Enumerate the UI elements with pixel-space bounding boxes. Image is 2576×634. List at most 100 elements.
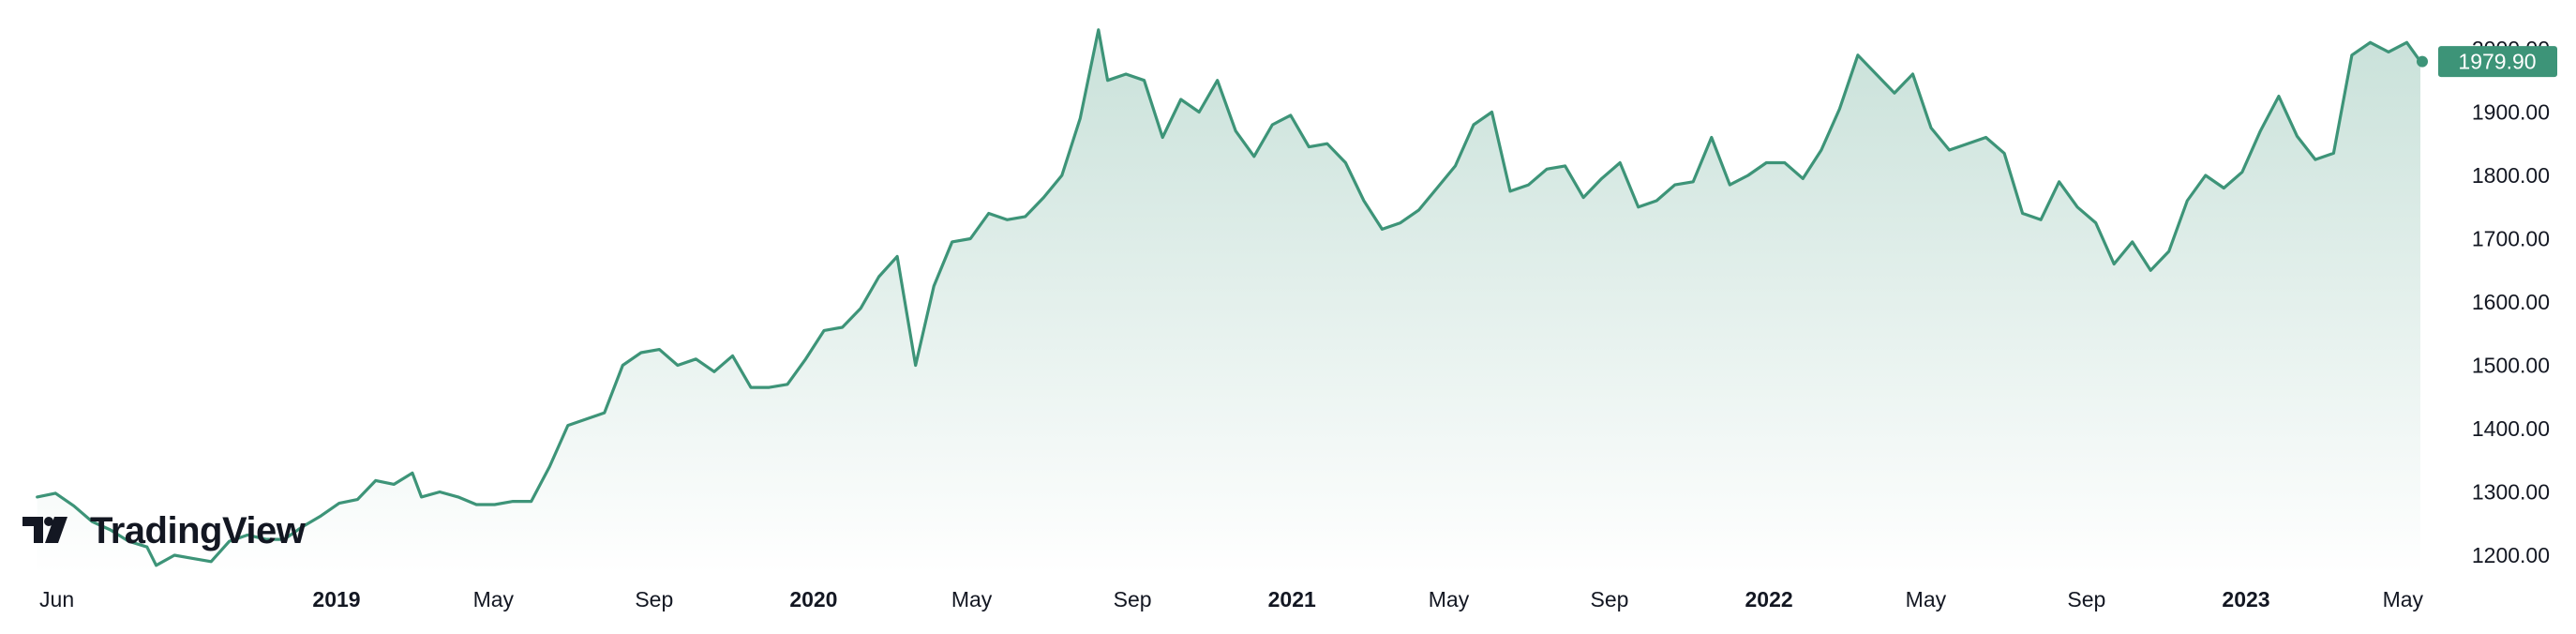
- data-point: [1545, 167, 1549, 171]
- data-point: [749, 385, 753, 389]
- data-point: [1764, 161, 1768, 165]
- plot-area[interactable]: [36, 28, 2428, 575]
- data-point: [1893, 91, 1896, 95]
- data-point: [1837, 107, 1841, 111]
- data-point: [1041, 196, 1045, 200]
- data-point: [53, 491, 57, 495]
- x-tick-label: May: [951, 587, 993, 611]
- y-tick-label: 1900.00: [2472, 100, 2550, 125]
- x-tick-label-year: 2020: [789, 587, 837, 611]
- data-point: [1600, 176, 1604, 180]
- data-point: [895, 254, 899, 258]
- data-point: [1527, 183, 1531, 187]
- y-tick-label: 1800.00: [2472, 163, 2550, 188]
- data-point: [411, 471, 414, 475]
- data-point: [1325, 142, 1329, 145]
- last-price-label: 1979.90: [2438, 46, 2557, 78]
- data-point: [1024, 215, 1027, 219]
- last-price-dot: [2417, 55, 2428, 68]
- x-tick-label-year: 2023: [2222, 587, 2269, 611]
- data-point: [841, 325, 845, 329]
- data-point: [374, 478, 378, 482]
- data-point: [319, 514, 322, 518]
- data-point: [676, 364, 680, 368]
- data-point: [155, 564, 158, 567]
- data-point: [1856, 53, 1860, 57]
- data-point: [457, 495, 460, 499]
- data-point: [1270, 123, 1274, 127]
- x-tick-label: May: [1906, 587, 1947, 611]
- data-point: [2277, 95, 2281, 98]
- x-tick-label: Sep: [1591, 587, 1629, 611]
- data-point: [355, 498, 359, 502]
- x-tick-label: Sep: [2067, 587, 2105, 611]
- y-tick-label: 1700.00: [2472, 227, 2550, 251]
- data-point: [1618, 161, 1622, 165]
- data-point: [1472, 123, 1475, 127]
- data-point: [1143, 79, 1146, 83]
- x-axis[interactable]: Jun 2019 May Sep 2020 May Sep 2021 May Sep 2022 May…: [39, 587, 2423, 611]
- data-point: [968, 237, 972, 241]
- data-point: [2387, 50, 2390, 53]
- data-point: [1637, 205, 1640, 209]
- data-point: [2039, 218, 2043, 221]
- x-tick-label-year: 2022: [1745, 587, 1793, 611]
- data-point: [1380, 227, 1384, 231]
- data-point: [1508, 189, 1512, 193]
- data-point: [1307, 145, 1310, 149]
- data-point: [731, 354, 735, 357]
- data-point: [566, 424, 570, 428]
- y-tick-label: 1600.00: [2472, 290, 2550, 314]
- data-point: [859, 307, 862, 310]
- data-point: [1005, 218, 1009, 221]
- data-point: [1179, 98, 1183, 101]
- data-point: [987, 212, 991, 216]
- data-point: [2331, 151, 2335, 155]
- data-point: [657, 348, 661, 352]
- data-point: [1106, 79, 1110, 83]
- data-point: [1216, 79, 1220, 83]
- data-point: [1728, 183, 1731, 187]
- data-point: [1948, 148, 1952, 152]
- data-point: [420, 495, 424, 499]
- data-point: [2002, 151, 2006, 155]
- data-point: [1564, 164, 1567, 168]
- data-point: [2185, 199, 2189, 203]
- data-point: [1252, 155, 1256, 158]
- y-tick-label: 1300.00: [2472, 480, 2550, 505]
- y-tick-label: 1400.00: [2472, 416, 2550, 441]
- last-price-badge: [2438, 46, 2557, 78]
- data-point: [2021, 212, 2025, 216]
- data-point: [768, 385, 771, 389]
- data-point: [1454, 164, 1458, 168]
- data-point: [1783, 161, 1787, 165]
- data-point: [2112, 263, 2116, 266]
- data-point: [1197, 111, 1201, 114]
- data-point: [822, 328, 826, 332]
- data-point: [804, 357, 808, 361]
- data-point: [2258, 129, 2262, 133]
- tradingview-logo-text: TradingView: [90, 510, 307, 551]
- data-point: [2131, 240, 2134, 244]
- data-point: [1710, 136, 1714, 140]
- y-axis[interactable]: 1200.00 1300.00 1400.00 1500.00 1600.00 1700.…: [2472, 37, 2550, 567]
- data-point: [1343, 161, 1347, 165]
- data-point: [2094, 221, 2098, 225]
- x-tick-label: May: [473, 587, 515, 611]
- x-tick-label-year: 2021: [1268, 587, 1316, 611]
- y-tick-label: 1500.00: [2472, 354, 2550, 378]
- data-point: [786, 383, 789, 386]
- data-point: [1490, 111, 1494, 114]
- tradingview-logo[interactable]: TradingView: [22, 510, 307, 551]
- data-point: [191, 556, 195, 560]
- data-point: [2405, 40, 2409, 44]
- data-point: [1097, 28, 1101, 32]
- data-point: [603, 411, 607, 415]
- data-point: [1362, 199, 1366, 203]
- data-point: [1161, 136, 1164, 140]
- price-line: [36, 28, 2422, 567]
- x-tick-label: Jun: [39, 587, 74, 611]
- data-point: [511, 500, 515, 504]
- data-point: [2075, 205, 2079, 209]
